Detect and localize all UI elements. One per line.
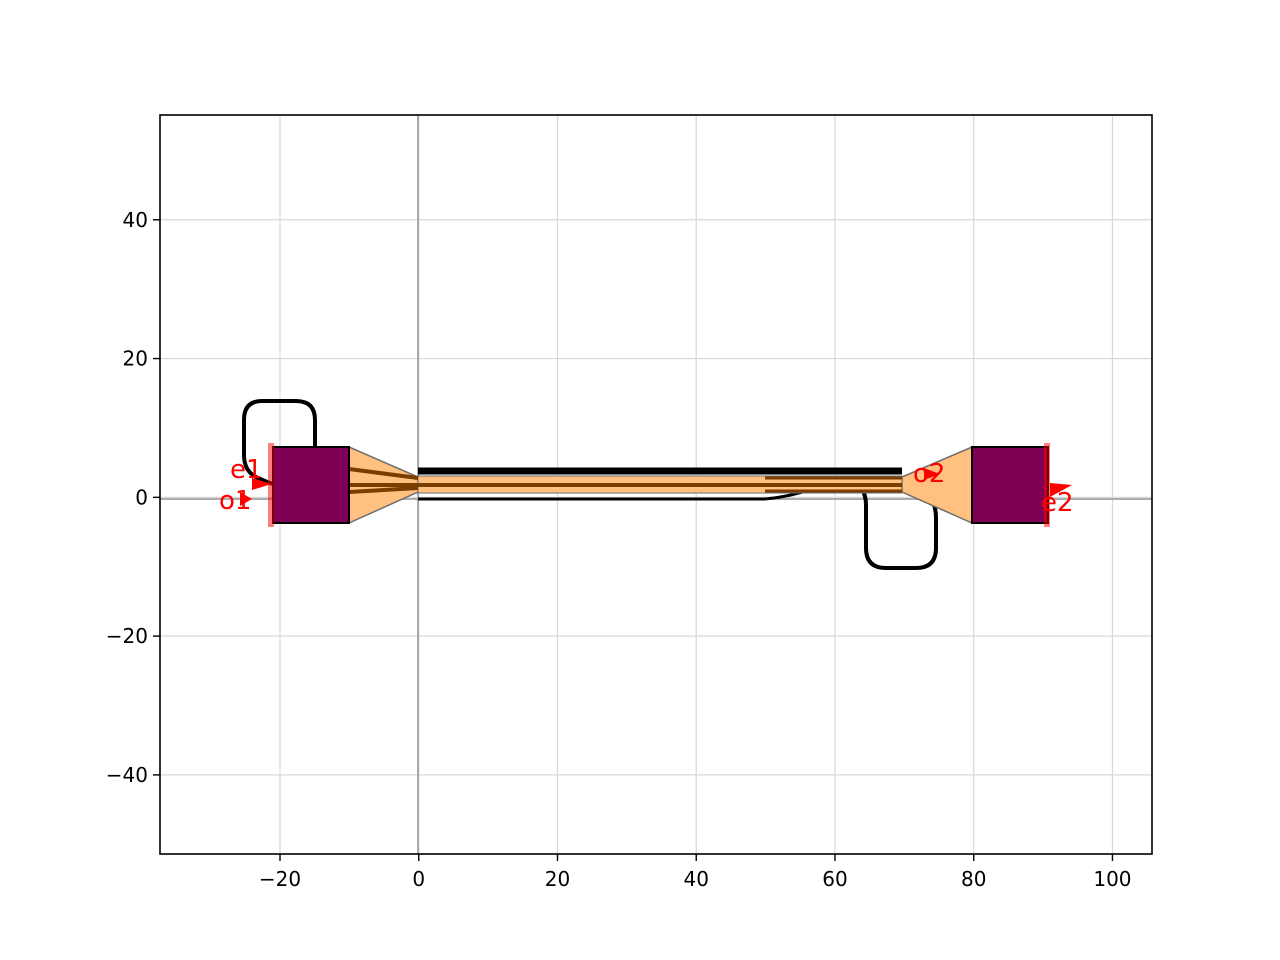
heater-route-left-loop	[242, 399, 317, 486]
y-axis-ticks: 40 20 0 −20 −40	[106, 208, 160, 787]
waveguide-lower-arm	[348, 486, 419, 494]
port-o1-arrow	[240, 492, 252, 506]
right-contact-pad	[971, 446, 1049, 524]
x-tick-label: 100	[1093, 867, 1131, 891]
device-layout: e1 o1 o2 e2	[219, 399, 1074, 570]
port-o2-arrow	[924, 468, 940, 480]
port-label-e2: e2	[1041, 488, 1074, 518]
axes-frame	[159, 114, 1153, 855]
port-e2-marker	[1044, 443, 1050, 527]
x-tick-label: 80	[961, 867, 986, 891]
y-tick-label: 0	[135, 485, 148, 509]
port-label-o1: o1	[219, 486, 251, 516]
port-e1-marker	[268, 443, 274, 527]
y-tick-label: −20	[106, 624, 148, 648]
x-tick-label: 60	[822, 867, 847, 891]
x-tick-label: −20	[259, 867, 301, 891]
port-label-e1: e1	[230, 455, 263, 485]
y-tick-label: −40	[106, 763, 148, 787]
port-e2-arrow	[1050, 483, 1072, 497]
port-e1-arrow	[252, 478, 272, 490]
port-label-o2: o2	[913, 459, 945, 489]
y-tick-label: 40	[123, 208, 148, 232]
x-axis-ticks: −20 0 20 40 60 80 100	[259, 854, 1132, 891]
x-tick-label: 20	[545, 867, 570, 891]
x-tick-label: 0	[412, 867, 425, 891]
x-tick-label: 40	[684, 867, 709, 891]
left-contact-pad	[272, 446, 350, 524]
y-tick-label: 20	[123, 347, 148, 371]
waveguide-upper-arm	[348, 467, 419, 480]
